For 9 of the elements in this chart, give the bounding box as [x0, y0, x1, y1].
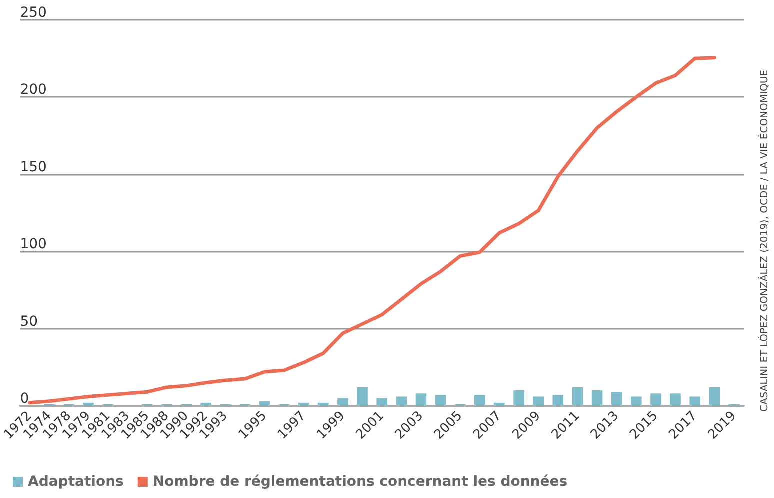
- legend-label: Nombre de réglementations concernant les données: [152, 474, 568, 490]
- y-tick-label: 150: [20, 159, 47, 176]
- y-tick-label: 100: [20, 236, 47, 253]
- y-tick-label: 0: [20, 391, 30, 407]
- y-tick-label: 200: [20, 82, 47, 98]
- legend-label: Adaptations: [28, 474, 124, 490]
- text: CASALINI ET LÓPEZ GONZÁLEZ (2019), OCDE / LA VIE ÉCONOMIQUE: [758, 70, 770, 412]
- y-tick-label: 250: [20, 5, 47, 21]
- y-tick-label: 50: [20, 314, 38, 330]
